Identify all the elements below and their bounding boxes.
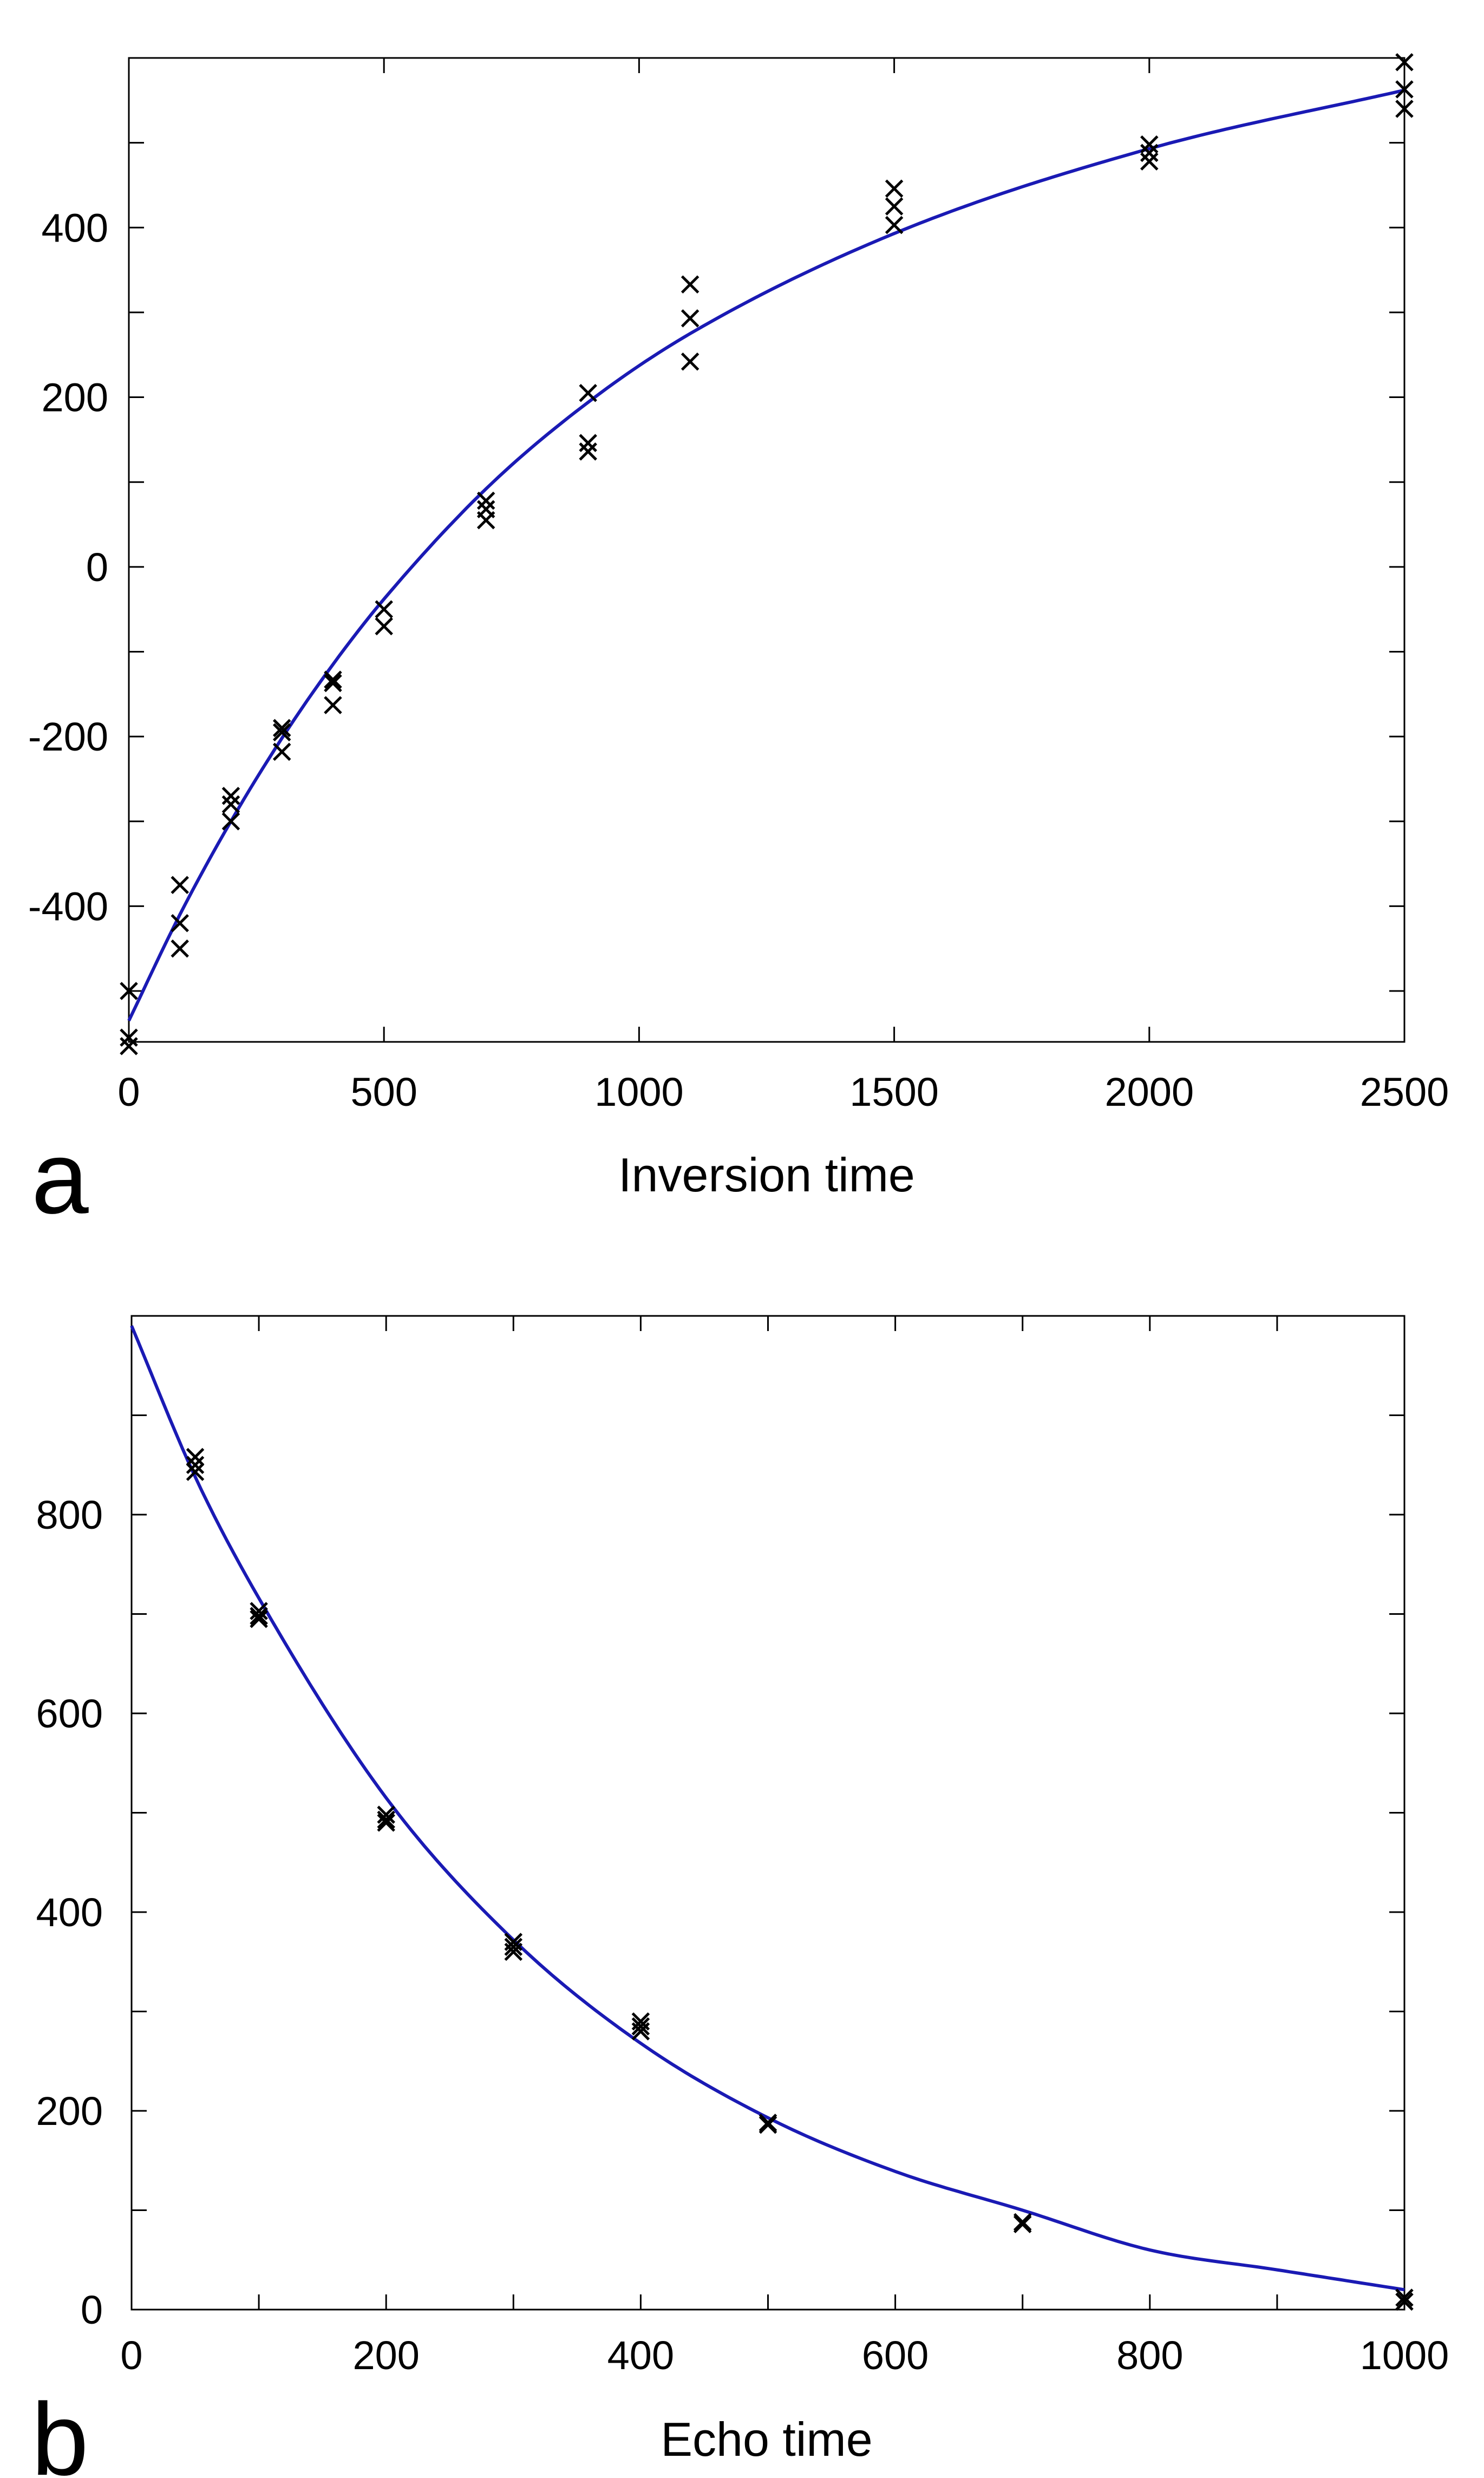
data-point [1140,152,1159,171]
x-tick-label: 1000 [594,1070,684,1114]
data-point [324,696,342,714]
data-point [377,1810,395,1829]
data-point [579,434,597,452]
data-point [1395,2292,1414,2311]
data-point [885,179,904,198]
panel-letter: a [31,1120,89,1235]
x-tick-label: 200 [352,2333,419,2378]
data-point [272,719,291,738]
data-point [579,442,597,461]
plot-frame [128,57,1405,1043]
data-point [120,1028,138,1047]
data-point [681,309,699,328]
panel-letter: b [31,2382,89,2478]
data-point [377,1814,395,1832]
fit-curve [127,88,1405,1022]
data-point [1395,2288,1414,2307]
data-point [885,216,904,234]
data-point [324,670,342,689]
plot-frame [130,1315,1405,2311]
data-point [885,197,904,216]
x-tick-label: 600 [862,2333,929,2378]
data-point [272,723,291,742]
x-axis-label: Inversion time [618,1148,915,1202]
data-point [186,1447,205,1466]
panel-a-chart: 0 500 1000 1500 2000 2500 -400 -200 0 200 400 Inver… [28,53,1449,1235]
data-point [377,1805,395,1824]
data-point [1140,135,1159,154]
y-tick-label: 600 [36,1691,103,1736]
data-point [681,275,699,294]
data-point [324,674,342,693]
data-point [171,876,189,894]
x-tick-label: 2500 [1360,1070,1449,1114]
y-tick-label: 200 [36,2089,103,2134]
x-axis-label: Echo time [661,2412,872,2466]
data-point [272,742,291,761]
data-point [681,352,699,371]
y-tick-label: -200 [28,714,108,759]
y-tick-label: 400 [42,205,108,250]
y-tick-label: 0 [81,2287,103,2332]
data-point [759,2114,777,2132]
data-point [250,1607,268,1625]
data-point [186,1456,205,1475]
data-point [221,812,240,831]
x-tick-label: 2000 [1104,1070,1194,1114]
data-point [1395,53,1414,71]
data-point [1395,80,1414,99]
data-point [631,2017,650,2036]
data-point [375,617,393,636]
data-point [120,1037,138,1055]
data-point [1140,144,1159,162]
data-point [476,491,495,510]
data-point [579,383,597,402]
data-point [504,1938,523,1956]
x-tick-label: 500 [350,1070,417,1114]
data-point [250,1602,268,1620]
data-point [171,914,189,932]
x-tick-label: 0 [120,2333,142,2378]
fit-curve [130,1325,1405,2292]
y-tick-label: 0 [86,545,108,590]
data-point [186,1463,205,1481]
data-point [759,2115,777,2134]
y-tick-label: 800 [36,1492,103,1537]
data-point [1395,100,1414,118]
data-point [171,939,189,958]
x-tick-label: 400 [607,2333,674,2378]
data-point [631,2022,650,2040]
data-point [120,982,138,1000]
data-point [504,1942,523,1961]
data-point [250,1609,268,1628]
y-tick-label: 400 [36,1890,103,1935]
data-point [1013,2213,1032,2232]
panel-b-chart: 0 200 400 600 800 1000 0 200 400 600 800 Echo time b [31,1315,1449,2478]
x-tick-label: 800 [1116,2333,1183,2378]
data-point [375,600,393,618]
y-tick-label: -400 [28,884,108,929]
x-tick-label: 0 [117,1070,140,1114]
data-point [1013,2215,1032,2233]
x-tick-label: 1500 [849,1070,939,1114]
data-point [221,795,240,814]
data-point [221,786,240,805]
y-tick-label: 200 [42,375,108,420]
data-point [476,511,495,530]
x-tick-label: 1000 [1360,2333,1449,2378]
